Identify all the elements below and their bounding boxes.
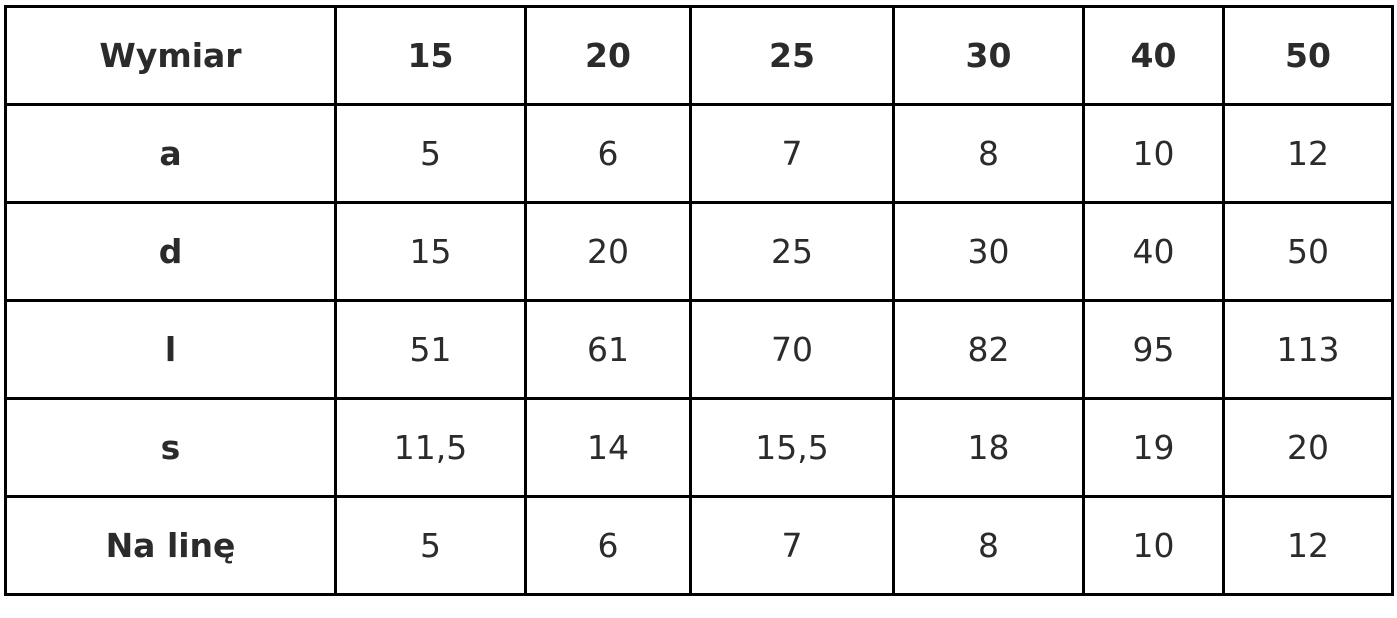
table-cell: 6 bbox=[524, 103, 692, 204]
table-cell: 7 bbox=[689, 495, 895, 596]
table-cell: 61 bbox=[524, 299, 692, 400]
table-row: d 15 20 25 30 40 50 bbox=[4, 201, 1394, 302]
table-cell: 8 bbox=[892, 495, 1085, 596]
table-row: l 51 61 70 82 95 113 bbox=[4, 299, 1394, 400]
table-cell: 11,5 bbox=[334, 397, 527, 498]
table-cell: 10 bbox=[1082, 103, 1225, 204]
table-row: Na linę 5 6 7 8 10 12 bbox=[4, 495, 1394, 596]
table-cell: 20 bbox=[1222, 397, 1394, 498]
table-cell: 25 bbox=[689, 201, 895, 302]
table-cell: 12 bbox=[1222, 495, 1394, 596]
header-cell: 50 bbox=[1222, 5, 1394, 106]
row-header-cell: s bbox=[4, 397, 337, 498]
table-cell: 95 bbox=[1082, 299, 1225, 400]
table-row: a 5 6 7 8 10 12 bbox=[4, 103, 1394, 204]
table-cell: 12 bbox=[1222, 103, 1394, 204]
table-cell: 19 bbox=[1082, 397, 1225, 498]
dimensions-table: Wymiar 15 20 25 30 40 50 a 5 6 7 8 10 12 d 15 20 2… bbox=[4, 5, 1394, 596]
table-cell: 70 bbox=[689, 299, 895, 400]
row-header-cell: Na linę bbox=[4, 495, 337, 596]
header-cell: 15 bbox=[334, 5, 527, 106]
header-cell: 30 bbox=[892, 5, 1085, 106]
table-cell: 15 bbox=[334, 201, 527, 302]
table-cell: 15,5 bbox=[689, 397, 895, 498]
table-cell: 40 bbox=[1082, 201, 1225, 302]
header-cell: 20 bbox=[524, 5, 692, 106]
table-cell: 10 bbox=[1082, 495, 1225, 596]
header-cell: 40 bbox=[1082, 5, 1225, 106]
table-cell: 5 bbox=[334, 495, 527, 596]
table-cell: 82 bbox=[892, 299, 1085, 400]
table-row: s 11,5 14 15,5 18 19 20 bbox=[4, 397, 1394, 498]
header-row: Wymiar 15 20 25 30 40 50 bbox=[4, 5, 1394, 106]
table-cell: 51 bbox=[334, 299, 527, 400]
table-cell: 18 bbox=[892, 397, 1085, 498]
table-cell: 6 bbox=[524, 495, 692, 596]
header-cell: 25 bbox=[689, 5, 895, 106]
header-cell: Wymiar bbox=[4, 5, 337, 106]
table-cell: 14 bbox=[524, 397, 692, 498]
row-header-cell: a bbox=[4, 103, 337, 204]
row-header-cell: d bbox=[4, 201, 337, 302]
table-cell: 50 bbox=[1222, 201, 1394, 302]
table-cell: 5 bbox=[334, 103, 527, 204]
table-cell: 7 bbox=[689, 103, 895, 204]
table-cell: 20 bbox=[524, 201, 692, 302]
row-header-cell: l bbox=[4, 299, 337, 400]
table-cell: 8 bbox=[892, 103, 1085, 204]
table-cell: 30 bbox=[892, 201, 1085, 302]
table-cell: 113 bbox=[1222, 299, 1394, 400]
